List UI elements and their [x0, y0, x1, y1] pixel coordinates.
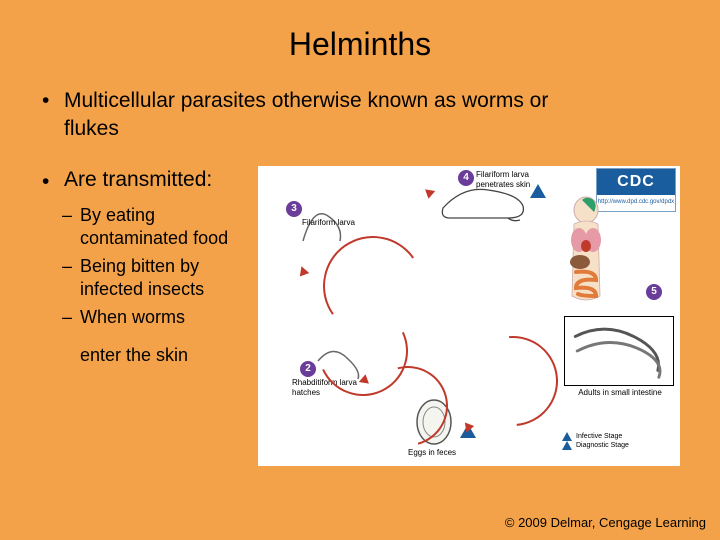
bullet-1: Multicellular parasites otherwise known … — [40, 87, 560, 144]
badge-3: 3 — [286, 201, 302, 217]
legend-diagnostic-text: Diagnostic Stage — [576, 441, 629, 450]
diagram-legend: Infective Stage Diagnostic Stage — [562, 432, 674, 462]
sub-1: –By eating contaminated food — [40, 204, 250, 251]
triangle-icon — [562, 432, 572, 441]
slide: Helminths Multicellular parasites otherw… — [0, 0, 720, 540]
badge-5: 5 — [646, 284, 662, 300]
sub-1-text: By eating contaminated food — [80, 205, 228, 248]
sub-2-text: Being bitten by infected insects — [80, 256, 204, 299]
triangle-icon — [562, 441, 572, 450]
badge-4: 4 — [458, 170, 474, 186]
caption-3: Filariform larva — [302, 218, 355, 229]
lifecycle-diagram: CDC http://www.dpd.cdc.gov/dpdx 4 Filari… — [258, 166, 680, 466]
badge-2: 2 — [300, 361, 316, 377]
bullet-list: Multicellular parasites otherwise known … — [40, 87, 680, 466]
legend-infective-text: Infective Stage — [576, 432, 622, 441]
bullet-2-col: Are transmitted: –By eating contaminated… — [40, 166, 250, 368]
legend-diagnostic: Diagnostic Stage — [562, 441, 674, 450]
caption-4: Filariform larva penetrates skin — [476, 170, 566, 192]
bullet-2-row: Are transmitted: –By eating contaminated… — [40, 166, 680, 466]
copyright-text: © 2009 Delmar, Cengage Learning — [505, 515, 706, 530]
caption-adult: Adults in small intestine — [570, 388, 670, 399]
bullet-2: Are transmitted: — [40, 166, 250, 194]
cdc-logo-text: CDC — [597, 169, 675, 195]
sub-3-text: When worms — [80, 307, 185, 327]
sub-2: –Being bitten by infected insects — [40, 255, 250, 302]
caption-egg: Eggs in feces — [408, 448, 456, 459]
sub-3b: enter the skin — [40, 343, 250, 367]
sub-3: –When worms — [40, 306, 250, 329]
legend-infective: Infective Stage — [562, 432, 674, 441]
slide-title: Helminths — [40, 26, 680, 63]
adult-worms-box — [564, 316, 674, 386]
